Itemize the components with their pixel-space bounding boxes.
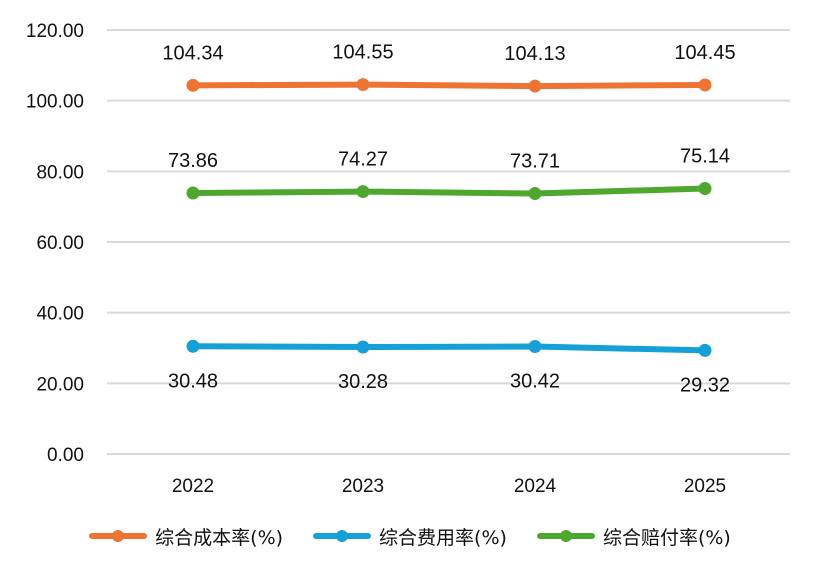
y-axis-labels: 0.00 20.00 40.00 60.00 80.00 100.00 120.00 [26, 21, 84, 466]
series-lines [186, 78, 712, 357]
legend-marker-icon [313, 530, 372, 542]
legend-item-combined-cost-ratio[interactable]: 综合成本率(%) [89, 523, 283, 550]
y-tick-label: 120.00 [26, 21, 84, 42]
data-point-marker[interactable] [356, 340, 370, 354]
x-axis-labels: 2022 2023 2024 2025 [172, 476, 726, 497]
data-point-marker[interactable] [356, 185, 370, 199]
legend: 综合成本率(%) 综合费用率(%) 综合赔付率(%) [0, 518, 820, 554]
y-tick-label: 0.00 [47, 445, 84, 466]
data-point-marker[interactable] [698, 78, 712, 92]
data-label: 30.28 [338, 371, 388, 393]
data-label: 104.55 [332, 42, 393, 64]
data-point-marker[interactable] [698, 182, 712, 196]
data-point-marker[interactable] [528, 79, 542, 93]
x-tick-label: 2025 [684, 476, 726, 497]
data-label: 75.14 [680, 146, 730, 168]
data-point-marker[interactable] [186, 78, 200, 92]
legend-item-loss-ratio[interactable]: 综合赔付率(%) [536, 523, 731, 550]
legend-label: 综合赔付率(%) [602, 526, 731, 549]
data-point-marker[interactable] [698, 343, 712, 357]
y-tick-label: 40.00 [36, 304, 84, 325]
y-tick-label: 100.00 [26, 92, 84, 113]
legend-marker-icon [536, 530, 595, 542]
x-tick-label: 2023 [342, 476, 384, 497]
data-label: 73.71 [510, 151, 560, 173]
x-tick-label: 2024 [514, 476, 557, 497]
data-label: 74.27 [338, 149, 388, 171]
series-line [190, 81, 708, 90]
data-point-marker[interactable] [186, 339, 200, 353]
data-label: 30.42 [510, 371, 560, 393]
legend-label: 综合成本率(%) [155, 526, 284, 549]
y-tick-label: 80.00 [36, 162, 84, 183]
series-line [190, 185, 708, 197]
data-point-marker[interactable] [186, 186, 200, 200]
series-line [190, 343, 708, 354]
legend-marker-icon [89, 530, 148, 542]
data-label: 73.86 [168, 150, 218, 172]
data-label: 104.34 [162, 42, 223, 64]
data-label: 104.13 [504, 43, 565, 65]
y-tick-label: 60.00 [36, 233, 84, 254]
data-point-marker[interactable] [528, 340, 542, 354]
x-tick-label: 2022 [172, 476, 214, 497]
legend-label: 综合费用率(%) [379, 526, 507, 549]
legend-item-expense-ratio[interactable]: 综合费用率(%) [313, 523, 507, 550]
data-label: 29.32 [680, 374, 730, 396]
data-label: 30.48 [168, 370, 218, 392]
data-point-marker[interactable] [528, 187, 542, 201]
data-label: 104.45 [674, 42, 735, 64]
y-tick-label: 20.00 [36, 374, 84, 395]
data-labels: 104.34 104.55 104.13 104.45 30.48 30.28 30.42 2… [162, 42, 735, 397]
data-point-marker[interactable] [356, 78, 370, 92]
gridlines [107, 29, 790, 455]
